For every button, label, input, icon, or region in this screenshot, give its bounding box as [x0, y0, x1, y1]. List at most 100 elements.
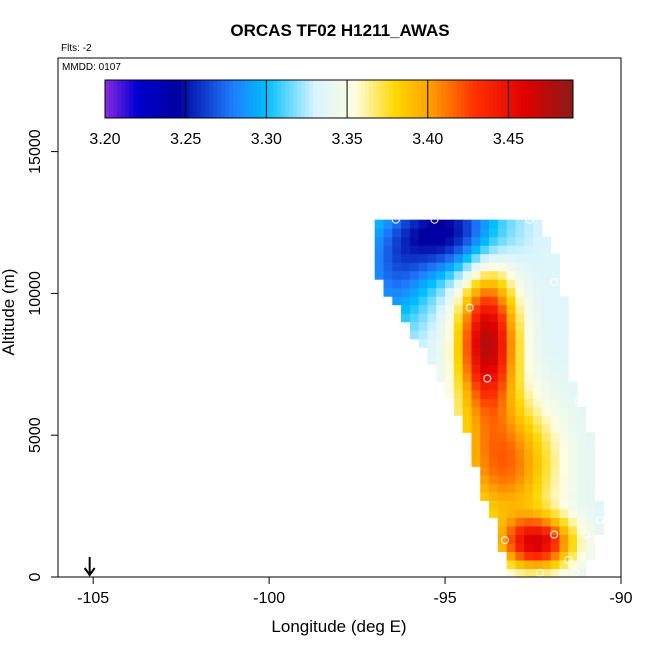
heatmap-cell: [480, 219, 490, 229]
heatmap-cell: [577, 423, 587, 433]
heatmap-cell: [524, 347, 534, 357]
heatmap-cell: [427, 228, 437, 238]
heatmap-cell: [541, 330, 552, 340]
heatmap-cell: [480, 338, 490, 348]
heatmap-cell: [559, 330, 569, 340]
heatmap-cell: [515, 398, 525, 408]
colorbar-segment: [269, 80, 274, 118]
x-tick-label: -95: [434, 590, 457, 607]
heatmap-cell: [533, 279, 543, 289]
heatmap-cell: [489, 321, 499, 331]
colorbar-segment: [533, 80, 538, 118]
heatmap-cell: [471, 440, 481, 450]
heatmap-cell: [497, 236, 508, 246]
heatmap-cell: [409, 236, 420, 246]
heatmap-cell: [427, 270, 437, 280]
heatmap-cell: [559, 466, 569, 476]
colorbar-segment: [361, 80, 366, 118]
colorbar-segment: [261, 80, 266, 118]
heatmap-cell: [506, 534, 516, 544]
colorbar-tick-label: 3.45: [493, 131, 524, 148]
heatmap-cell: [559, 313, 569, 323]
heatmap-cell: [497, 534, 508, 544]
sample-point: [550, 278, 559, 286]
heatmap-cell: [409, 330, 420, 340]
heatmap-cell: [480, 304, 490, 314]
colorbar-segment: [309, 80, 314, 118]
colorbar-segment: [477, 80, 482, 118]
colorbar-segment: [453, 80, 458, 118]
heatmap-cell: [559, 372, 569, 382]
heatmap-cell: [515, 440, 525, 450]
heatmap-cell: [383, 279, 393, 289]
colorbar-segment: [425, 80, 430, 118]
heatmap-cell: [533, 500, 543, 510]
heatmap-cell: [568, 474, 578, 484]
heatmap-cell: [471, 338, 481, 348]
heatmap-cell: [462, 245, 472, 255]
heatmap-cell: [506, 559, 516, 569]
heatmap-cell: [462, 296, 472, 306]
heatmap-cell: [489, 474, 499, 484]
y-tick-label: 10000: [27, 271, 44, 316]
colorbar-segment: [397, 80, 402, 118]
heatmap-cell: [533, 491, 543, 501]
heatmap-cell: [480, 245, 490, 255]
heatmap-cell: [559, 559, 569, 569]
heatmap-cell: [506, 296, 516, 306]
heatmap-cell: [550, 415, 560, 425]
heatmap-cell: [462, 330, 472, 340]
heatmap-cell: [541, 440, 552, 450]
heatmap-cell: [533, 372, 543, 382]
heatmap-cell: [480, 253, 490, 263]
heatmap-cell: [383, 270, 393, 280]
sample-point: [486, 543, 495, 552]
heatmap-cell: [524, 330, 534, 340]
sample-point: [472, 541, 481, 550]
heatmap-cell: [533, 389, 543, 399]
heatmap-cell: [533, 542, 543, 552]
heatmap-cell: [489, 508, 499, 518]
heatmap-cell: [453, 262, 464, 272]
heatmap-cell: [462, 287, 472, 297]
heatmap-cell: [489, 457, 499, 467]
heatmap-cell: [445, 330, 455, 340]
heatmap-cell: [497, 517, 508, 527]
heatmap-cell: [541, 457, 552, 467]
heatmap-cell: [506, 551, 516, 561]
heatmap-cell: [453, 389, 464, 399]
heatmap-cell: [409, 228, 420, 238]
heatmap-cell: [550, 517, 560, 527]
heatmap-cell: [585, 466, 596, 476]
colorbar-segment: [237, 80, 242, 118]
heatmap-cell: [524, 279, 534, 289]
heatmap-cell: [550, 270, 560, 280]
colorbar-segment: [445, 80, 450, 118]
heatmap-cell: [497, 500, 508, 510]
heatmap-cell: [550, 347, 560, 357]
heatmap-cell: [550, 551, 560, 561]
heatmap-cell: [585, 440, 596, 450]
sample-point: [483, 374, 492, 383]
heatmap-cell: [480, 372, 490, 382]
colorbar-segment: [389, 80, 394, 118]
heatmap-cell: [506, 321, 516, 331]
colorbar-segment: [265, 80, 270, 118]
heatmap-cell: [541, 474, 552, 484]
heatmap-cell: [471, 449, 481, 459]
heatmap-cell: [480, 262, 490, 272]
heatmap-cell: [436, 372, 446, 382]
heatmap-cell: [401, 287, 411, 297]
heatmap-cell: [418, 330, 428, 340]
heatmap-cell: [559, 542, 569, 552]
heatmap-cell: [524, 355, 534, 365]
heatmap-cell: [541, 483, 552, 493]
heatmap-cell: [409, 304, 420, 314]
colorbar-segment: [429, 80, 434, 118]
heatmap-cell: [541, 262, 552, 272]
y-tick-label: 15000: [27, 129, 44, 174]
colorbar-segment: [121, 80, 126, 118]
heatmap-cell: [550, 457, 560, 467]
heatmap-cell: [506, 262, 516, 272]
heatmap-cell: [374, 219, 384, 229]
